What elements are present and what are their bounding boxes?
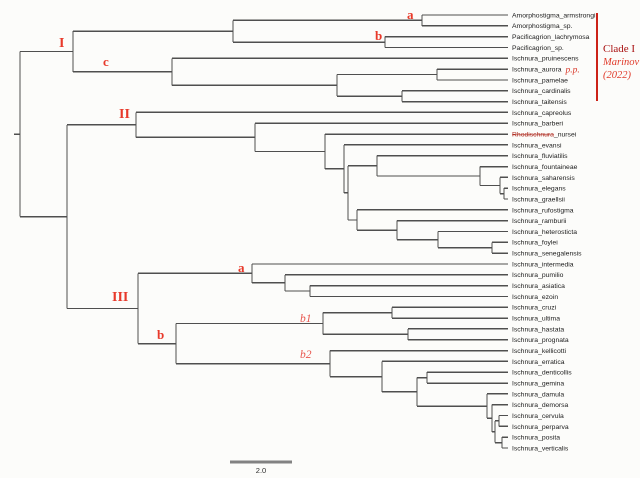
- tip-labels: Amorphostigma_armstrongi Amorphostigma_sp…: [512, 12, 596, 452]
- tree-branches: [14, 14, 508, 449]
- tip-label: Pacificagrion_lachrymosa: [512, 34, 590, 41]
- tip-label: Ischnura_cardinalis: [512, 88, 571, 95]
- scale-bar-label: 2.0: [256, 466, 266, 475]
- tip-label: Ischnura_saharensis: [512, 175, 575, 182]
- tip-label: Ischnura_asiatica: [512, 283, 565, 290]
- tip-label: Pacificagrion_sp.: [512, 45, 564, 52]
- clade-label-a: a: [238, 260, 245, 275]
- clade-bracket: Clade I Marinov (2022): [596, 13, 640, 101]
- clade-label-b: b: [375, 28, 382, 43]
- tip-label: Ischnura_posita: [512, 435, 560, 442]
- tip-label: Ischnura_rufostigma: [512, 207, 574, 214]
- clade-label-b2: b2: [300, 349, 312, 361]
- tip-label: Ischnura_taitensis: [512, 99, 567, 106]
- clade-note-year: (2022): [603, 70, 631, 81]
- tip-label: Ischnura_intermedia: [512, 261, 574, 268]
- tip-label: Ischnura_barberi: [512, 121, 563, 128]
- tip-label: Ischnura_demorsa: [512, 402, 569, 409]
- tip-label: Ischnura_prognata: [512, 337, 569, 344]
- tip-label: Ischnura_cervula: [512, 413, 564, 420]
- tip-label: Ischnura_pruinescens: [512, 56, 579, 63]
- tip-label: Amorphostigma_sp.: [512, 23, 573, 30]
- tip-label: Ischnura_gemina: [512, 380, 564, 387]
- tip-label: Ischnura_foylei: [512, 240, 558, 247]
- tip-label: Ischnura_graellsii: [512, 196, 565, 203]
- tip-label: Ischnura_aurora p.p.: [512, 66, 580, 76]
- tip-label: Ischnura_heterosticta: [512, 229, 577, 236]
- tip-label: Ischnura_pamelae: [512, 77, 568, 84]
- struck-genus: Rhodischnura: [512, 131, 554, 138]
- tip-label: Ischnura_hastata: [512, 326, 564, 333]
- tip-label: Ischnura_fountaineae: [512, 164, 578, 171]
- tip-label: Ischnura_capreolus: [512, 110, 572, 117]
- tip-label: Ischnura_ramburii: [512, 218, 567, 225]
- clade-label-b: b: [157, 327, 164, 342]
- scale-bar: 2.0: [230, 460, 292, 475]
- tip-label: Ischnura_ultima: [512, 316, 560, 323]
- tip-label: Ischnura_verticalis: [512, 445, 569, 452]
- clade-label-I: I: [59, 36, 64, 51]
- tip-label: Amorphostigma_armstrongi: [512, 12, 596, 19]
- pro-parte-annotation: p.p.: [565, 66, 580, 76]
- tip-label: Ischnura_kellicotti: [512, 348, 567, 355]
- clade-label-II: II: [119, 107, 130, 122]
- tip-label: Ischnura_ezoin: [512, 294, 558, 301]
- clade-note-author: Marinov: [602, 57, 640, 68]
- tip-label: Ischnura_perparva: [512, 424, 569, 431]
- tip-label: Ischnura_denticollis: [512, 370, 572, 377]
- tip-label: Ischnura_pumilio: [512, 272, 564, 279]
- tip-label: Ischnura_erratica: [512, 359, 565, 366]
- clade-label-III: III: [112, 290, 128, 305]
- tip-label: Ischnura_elegans: [512, 186, 566, 193]
- clade-label-a: a: [407, 7, 414, 22]
- tip-label: Ischnura_cruzi: [512, 305, 557, 312]
- tip-label: Ischnura_damula: [512, 391, 564, 398]
- tip-label: Ischnura_fluviatilis: [512, 153, 568, 160]
- tip-label: Rhodischnura_nursei: [512, 131, 577, 138]
- clade-note-title: Clade I: [603, 43, 635, 55]
- clade-label-c: c: [103, 54, 109, 69]
- tip-label: Ischnura_senegalensis: [512, 251, 582, 258]
- tip-label: Ischnura_evansi: [512, 142, 562, 149]
- clade-label-b1: b1: [300, 313, 312, 325]
